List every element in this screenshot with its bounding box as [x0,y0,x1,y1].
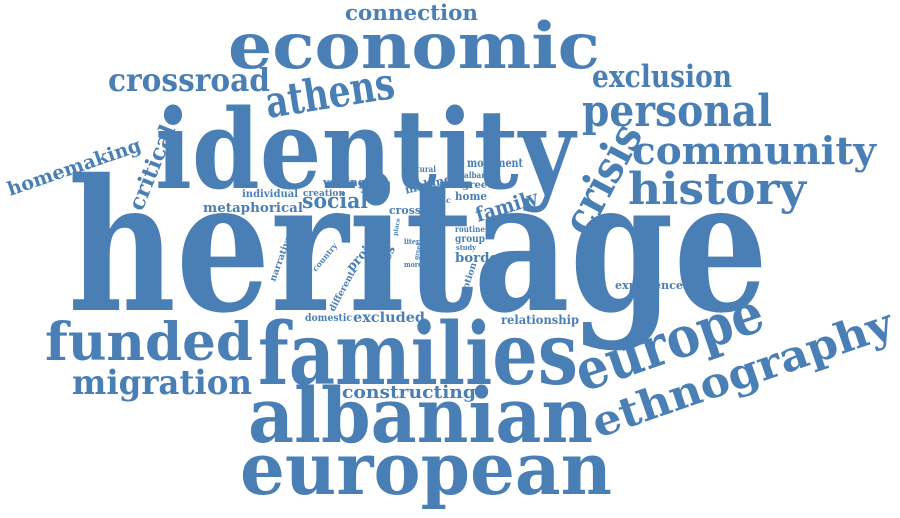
word-personal: personal [582,86,772,137]
word-identity: identity [155,85,578,214]
word-individual: individual [242,189,298,200]
word-crossroad: crossroad [108,61,270,99]
word-domestic: domestic [305,313,352,324]
word-relationship: relationship [501,313,579,327]
word-history: history [628,164,807,215]
word-study: study [456,243,477,252]
word-metaphorical: metaphorical [203,201,303,216]
word-exclusion: exclusion [592,59,732,95]
word-home: home [455,190,487,203]
word-greece: greece [462,180,500,191]
word-heritage: heritage [68,139,768,353]
word-group: group [455,234,485,245]
word-community: community [632,128,877,173]
word-routine: routine [455,224,485,234]
word-albanian: albanian [248,371,593,460]
word-greek: greek [413,241,423,261]
word-connection: connection [345,0,478,25]
word-european: european [240,426,612,511]
word-cross: cross [389,204,421,217]
word-more: more [404,260,422,269]
word-social: social [302,188,368,213]
word-ethnic: ethnic [423,195,451,205]
word-creation: creation [303,189,345,199]
word-border: border [455,251,505,266]
word-families: families [258,304,578,405]
word-movement: movement [467,156,523,170]
word-voicing: voicing [322,176,365,189]
word-migration: migration [72,363,252,403]
word-constructing: constructing [342,382,476,403]
word-literal: literal [404,237,426,246]
word-cultural: cultural [404,164,436,174]
word-place: place [392,217,402,236]
word-economic: economic [228,9,600,84]
word-experience: experience [615,279,683,292]
word-funded: funded [45,312,253,373]
word-excluded: excluded [353,310,425,326]
word-albania: albania [464,170,494,180]
